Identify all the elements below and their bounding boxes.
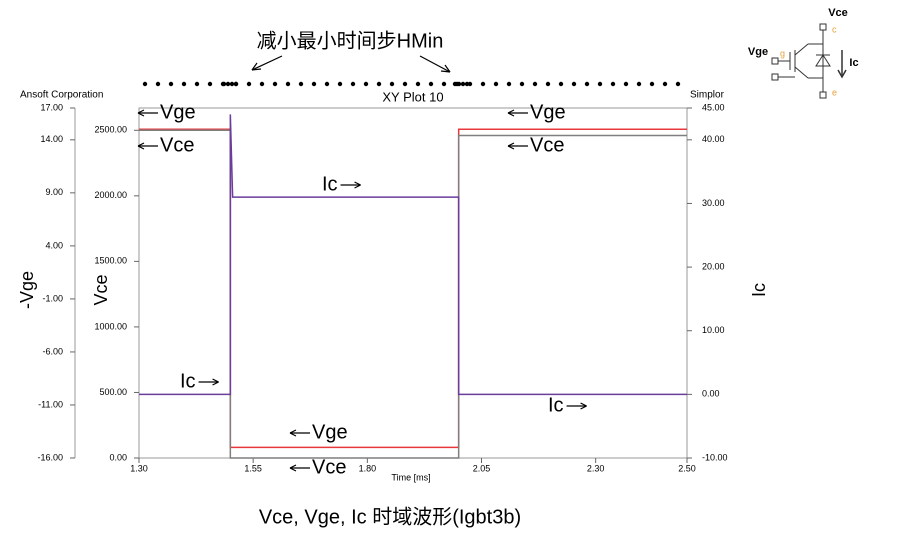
circuit-vce: Vce bbox=[828, 7, 848, 19]
arrow-head bbox=[580, 402, 587, 410]
y3-tick-label: 1500.00 bbox=[94, 256, 127, 266]
annotation: Vce bbox=[530, 134, 564, 156]
series-line bbox=[139, 129, 687, 459]
series-line bbox=[139, 114, 687, 396]
annotation-arrow bbox=[289, 429, 310, 437]
x-tick-label: 1.55 bbox=[244, 463, 262, 473]
caption: Vce, Vge, Ic 时域波形(Igbt3b) bbox=[259, 505, 521, 528]
y-tick-label: 4.00 bbox=[45, 240, 63, 250]
y2-axis-title: Ic bbox=[749, 283, 769, 297]
x-tick-label: 2.05 bbox=[473, 463, 491, 473]
x-tick-label: 1.30 bbox=[130, 463, 148, 473]
annotation-arrow bbox=[289, 464, 310, 472]
circuit-vge: Vge bbox=[748, 46, 768, 58]
arrow-head bbox=[137, 109, 145, 117]
annotation: Ic bbox=[180, 370, 196, 392]
circuit-icon bbox=[771, 23, 847, 99]
y2-tick-label: 40.00 bbox=[702, 134, 725, 144]
y3-tick-label: 2500.00 bbox=[94, 125, 127, 135]
y2-tick-label: -10.00 bbox=[702, 452, 728, 462]
annotation-arrow bbox=[566, 402, 587, 410]
x-tick-label: 1.80 bbox=[359, 463, 377, 473]
x-tick-label: 2.30 bbox=[587, 463, 605, 473]
annotation-arrow bbox=[137, 109, 158, 117]
right-corner: Simplor bbox=[690, 90, 725, 101]
circuit-c: c bbox=[832, 24, 837, 34]
arrow-head bbox=[289, 429, 297, 437]
circuit-ic: Ic bbox=[849, 57, 858, 69]
annotation: Vge bbox=[530, 101, 566, 123]
y-tick-label: 9.00 bbox=[45, 187, 63, 197]
y-tick-label: 14.00 bbox=[40, 134, 63, 144]
y3-axis-title: Vce bbox=[91, 274, 111, 305]
annotation-arrow bbox=[198, 378, 219, 386]
y3-tick-label: 500.00 bbox=[99, 387, 127, 397]
circuit-e: e bbox=[832, 87, 837, 97]
annotation-arrow bbox=[507, 109, 528, 117]
y-tick-label: -16.00 bbox=[37, 452, 63, 462]
annotation-arrow bbox=[137, 142, 158, 150]
y2-tick-label: 20.00 bbox=[702, 261, 725, 271]
x-axis-title: Time [ms] bbox=[391, 472, 430, 482]
annotation: Ic bbox=[548, 394, 564, 416]
arrow-head bbox=[212, 378, 219, 386]
circuit-g: g bbox=[780, 48, 785, 58]
arrow-head bbox=[507, 142, 515, 150]
annotation: Vge bbox=[312, 421, 348, 443]
note-arrows bbox=[251, 55, 451, 73]
arrow-head bbox=[507, 109, 515, 117]
y-axis-title: -Vge bbox=[17, 271, 37, 309]
y2-tick-label: 0.00 bbox=[702, 389, 720, 399]
left-corner: Ansoft Corporation bbox=[20, 90, 103, 101]
y2-tick-label: 30.00 bbox=[702, 198, 725, 208]
top-note: 减小最小时间步HMin bbox=[257, 29, 444, 52]
y-tick-label: 17.00 bbox=[40, 102, 63, 112]
annotation: Vce bbox=[312, 456, 346, 478]
y-tick-label: -1.00 bbox=[42, 293, 63, 303]
y3-tick-label: 0.00 bbox=[109, 452, 127, 462]
y3-tick-label: 2000.00 bbox=[94, 190, 127, 200]
y-tick-label: -11.00 bbox=[38, 399, 63, 409]
series-line bbox=[139, 128, 687, 449]
annotation: Vce bbox=[160, 134, 194, 156]
chart-title: XY Plot 10 bbox=[382, 89, 443, 104]
annotation: Vge bbox=[160, 101, 196, 123]
y3-tick-label: 1000.00 bbox=[94, 321, 127, 331]
y-tick-label: -6.00 bbox=[42, 346, 63, 356]
annotation-arrow bbox=[340, 181, 361, 189]
y2-tick-label: 10.00 bbox=[702, 325, 725, 335]
time-step-dots bbox=[142, 81, 681, 87]
x-tick-label: 2.50 bbox=[678, 463, 696, 473]
annotation: Ic bbox=[322, 173, 338, 195]
arrow-head bbox=[354, 181, 361, 189]
arrow-head bbox=[289, 464, 297, 472]
annotation-arrow bbox=[507, 142, 528, 150]
y2-tick-label: 45.00 bbox=[702, 102, 725, 112]
arrow-head bbox=[137, 142, 145, 150]
